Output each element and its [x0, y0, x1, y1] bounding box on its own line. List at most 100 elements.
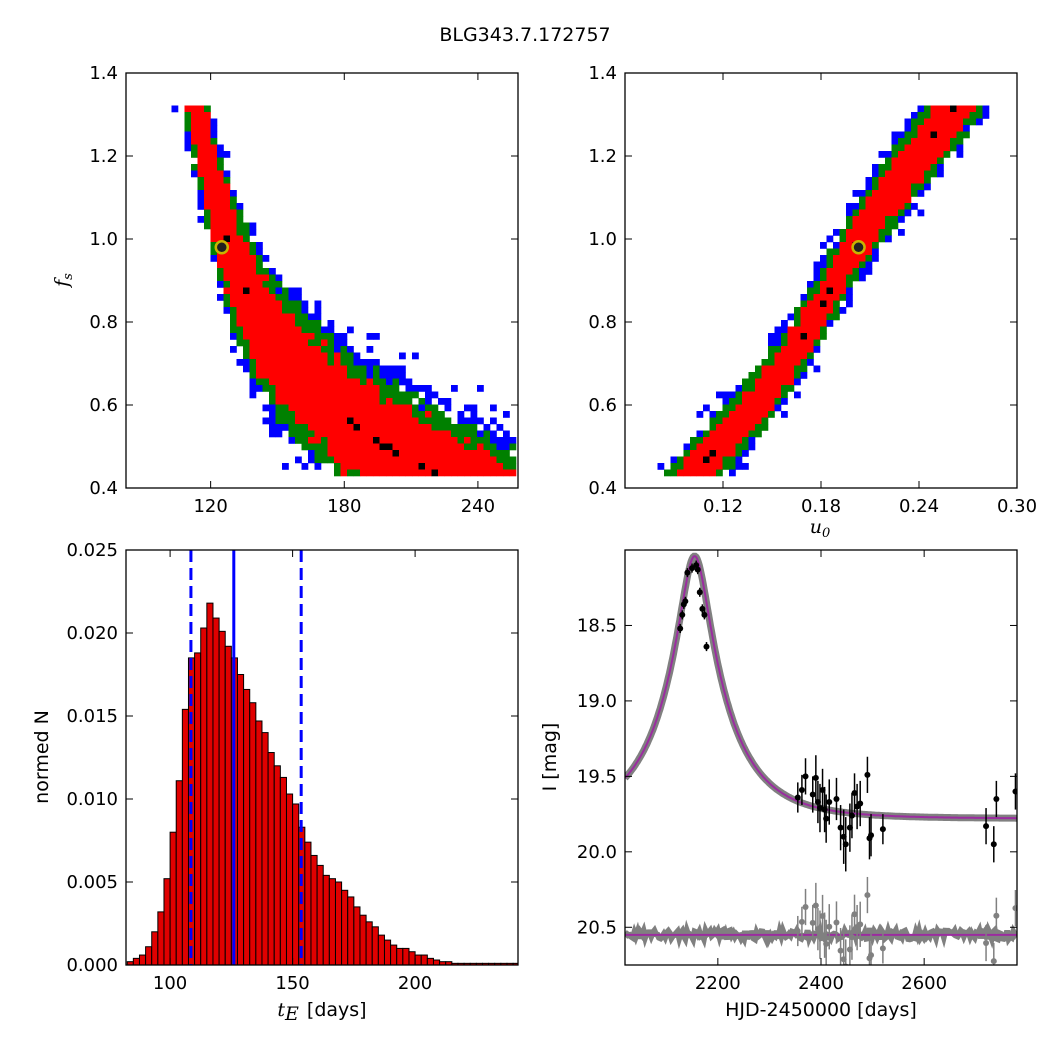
heatmap-cell	[716, 456, 723, 464]
heatmap-cell	[334, 456, 341, 464]
heatmap-cell	[477, 463, 484, 470]
heatmap-cell	[405, 450, 413, 457]
heatmap-cell	[885, 222, 892, 230]
heatmap-cell	[275, 424, 283, 431]
heatmap-cell	[503, 437, 510, 444]
histogram-bar	[200, 627, 208, 965]
heatmap-cell	[891, 170, 899, 178]
heatmap-cell	[217, 255, 224, 262]
heatmap-cell	[943, 131, 951, 139]
heatmap-cell	[353, 365, 361, 373]
heatmap-cell	[742, 411, 749, 418]
heatmap-cell	[392, 398, 400, 405]
heatmap-cell	[418, 417, 426, 425]
histogram-bar	[432, 959, 441, 965]
x-tick-label: 180	[327, 496, 361, 517]
histogram-bar	[341, 889, 349, 965]
heatmap-cell	[431, 430, 439, 438]
heatmap-cell	[911, 112, 918, 119]
histogram-bar	[206, 602, 214, 965]
heatmap-cell	[282, 339, 289, 347]
heatmap-cell	[386, 463, 393, 470]
heatmap-cell	[755, 372, 762, 379]
heatmap-cell	[774, 372, 782, 379]
heatmap-cell	[898, 209, 905, 217]
heatmap-cell	[217, 261, 224, 269]
heatmap-cell	[833, 294, 840, 301]
heatmap-cell	[249, 333, 257, 340]
heatmap-cell	[197, 170, 205, 178]
heatmap-cell	[924, 151, 931, 158]
heatmap-cell	[729, 456, 736, 464]
heatmap-cell	[748, 385, 756, 392]
heatmap-cell	[670, 463, 678, 470]
heatmap-cell	[451, 450, 458, 457]
heatmap-cell	[509, 463, 517, 470]
heatmap-cell	[833, 307, 840, 314]
heatmap-cell	[275, 346, 283, 353]
heatmap-cell	[204, 125, 211, 132]
heatmap-cell	[327, 365, 335, 373]
heatmap-cell	[859, 261, 866, 269]
heatmap-cell	[327, 450, 335, 457]
heatmap-cell	[729, 391, 736, 399]
heatmap-cell	[269, 391, 276, 399]
heatmap-cell	[191, 170, 198, 178]
heatmap-cell	[703, 463, 710, 470]
heatmap-cell	[295, 365, 302, 373]
heatmap-cell	[223, 196, 231, 204]
heatmap-cell	[852, 222, 860, 230]
heatmap-cell	[930, 118, 938, 126]
heatmap-cell	[308, 424, 315, 431]
heatmap-cell	[878, 229, 886, 236]
heatmap-cell	[937, 144, 944, 152]
heatmap-cell	[373, 437, 380, 444]
heatmap-cell	[503, 411, 510, 418]
heatmap-cell	[735, 430, 743, 438]
heatmap-cell	[223, 255, 231, 262]
heatmap-cell	[269, 326, 276, 334]
heatmap-cell	[425, 385, 432, 392]
heatmap-cell	[878, 209, 886, 217]
heatmap-cell	[230, 242, 237, 249]
y-tick-label: 0.8	[89, 312, 118, 333]
heatmap-cell	[509, 456, 517, 464]
heatmap-cell	[256, 287, 263, 295]
heatmap-cell	[334, 443, 341, 451]
heatmap-cell	[768, 346, 775, 353]
heatmap-cell	[314, 339, 322, 347]
heatmap-cell	[379, 378, 387, 386]
heatmap-cell	[813, 307, 821, 314]
heatmap-cell	[444, 456, 452, 464]
histogram-bar	[426, 957, 434, 965]
heatmap-cell	[392, 385, 400, 392]
heatmap-cell	[366, 463, 374, 470]
heatmap-cell	[703, 469, 710, 477]
heatmap-cell	[327, 352, 335, 360]
y-tick-label: 1.0	[588, 229, 617, 250]
heatmap-cell	[334, 359, 341, 366]
heatmap-cell	[755, 430, 762, 438]
heatmap-cell	[288, 437, 296, 444]
heatmap-cell	[334, 469, 341, 477]
heatmap-cell	[399, 424, 406, 431]
heatmap-cell	[891, 222, 899, 230]
heatmap-cell	[839, 242, 847, 249]
y-tick-label: 0.010	[66, 789, 118, 810]
heatmap-cell	[288, 294, 296, 301]
heatmap-cell	[898, 229, 905, 236]
heatmap-cell	[249, 346, 257, 353]
heatmap-cell	[399, 463, 406, 470]
histogram-bar	[383, 939, 392, 965]
axes: 0.12 0.18 0.24 0.300.40.60.81.01.21.4	[588, 63, 1037, 517]
heatmap-cell	[353, 417, 361, 425]
heatmap-cell	[334, 352, 341, 360]
heatmap-cell	[249, 365, 257, 373]
heatmap-cell	[275, 307, 283, 314]
heatmap-cell	[353, 404, 361, 412]
heatmap-cell	[392, 391, 400, 399]
heatmap-cell	[917, 177, 925, 184]
heatmap-cell	[425, 469, 432, 477]
heatmap-cell	[210, 138, 218, 145]
